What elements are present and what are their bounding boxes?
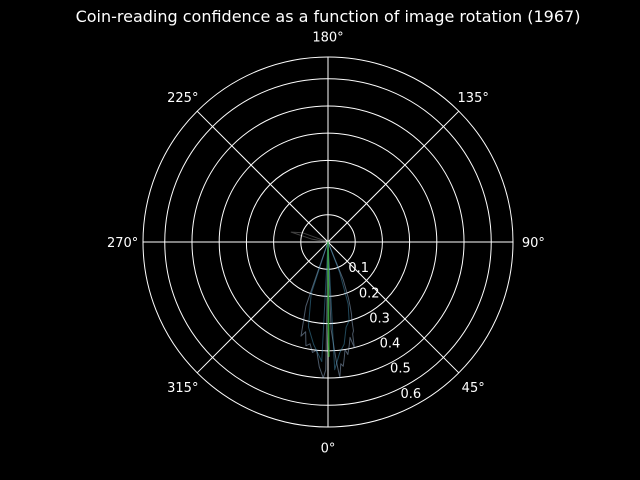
radial-gridline: [218, 132, 438, 352]
angle-tick-label: 315°: [167, 381, 198, 396]
angle-tick-label: 270°: [107, 236, 138, 251]
radial-tick-label: 0.5: [390, 362, 411, 377]
radial-tick-label: 0.1: [348, 261, 369, 276]
angle-gridline: [196, 110, 329, 243]
angle-tick-label: 180°: [312, 31, 343, 46]
series-line-3: [327, 241, 330, 357]
angle-tick-label: 0°: [321, 441, 336, 456]
chart-title: Coin-reading confidence as a function of…: [76, 7, 581, 26]
radial-tick-label: 0.4: [380, 337, 401, 352]
polar-grid: [142, 56, 514, 428]
radial-gridline: [191, 105, 465, 379]
radial-tick-label: 0.3: [369, 311, 390, 326]
radial-tick-label: 0.2: [359, 286, 380, 301]
radial-tick-label: 0.6: [400, 387, 421, 402]
angle-gridline: [327, 110, 460, 243]
series-line-2: [307, 241, 350, 371]
series-group: [290, 231, 355, 379]
angle-gridline: [196, 241, 329, 374]
radial-gridline: [164, 78, 492, 406]
series-line-4: [290, 231, 329, 243]
radial-tick-labels: 0.1 0.2 0.3 0.4 0.5 0.6: [348, 261, 421, 402]
polar-frame: [142, 56, 514, 428]
angle-tick-label: 45°: [462, 381, 485, 396]
angle-tick-label: 90°: [522, 236, 545, 251]
angle-tick-label: 225°: [167, 91, 198, 106]
angle-tick-label: 135°: [458, 91, 489, 106]
angle-gridline: [327, 241, 460, 374]
angle-tick-labels: 0° 45° 90° 135° 180° 225° 270° 315°: [107, 31, 545, 457]
series-line-1: [300, 241, 355, 379]
